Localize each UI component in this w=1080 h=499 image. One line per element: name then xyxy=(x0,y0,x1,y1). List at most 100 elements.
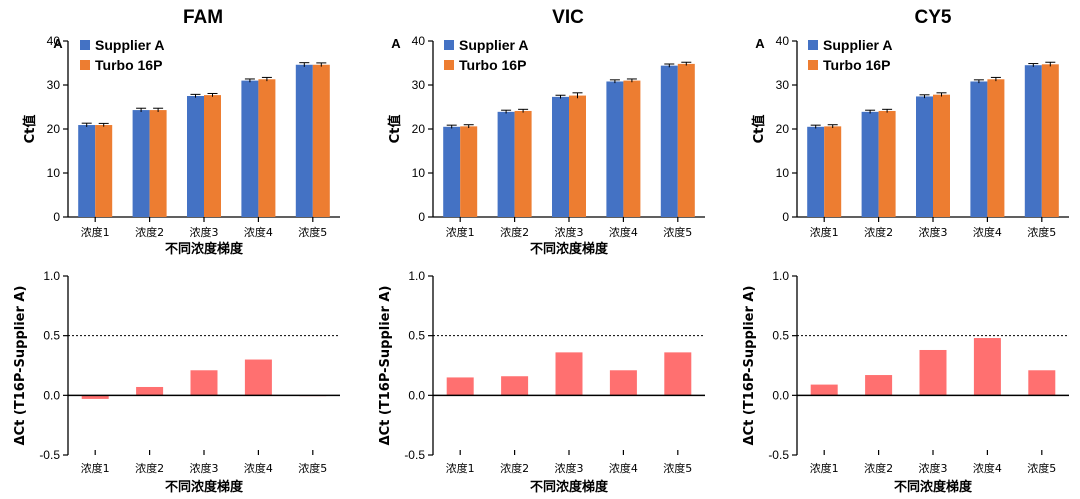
y-tick-label: 20 xyxy=(47,122,61,136)
panel-letter: A xyxy=(53,36,63,51)
legend-label: Turbo 16P xyxy=(823,57,890,73)
bar-turbo-16p xyxy=(677,63,695,217)
delta-bar xyxy=(244,359,272,396)
y-tick-label: 40 xyxy=(776,34,790,48)
y-axis-label: Ct值 xyxy=(22,115,38,144)
chart-title: VIC xyxy=(552,7,584,28)
bar-supplier-a xyxy=(660,65,678,217)
legend-swatch xyxy=(808,40,818,50)
bar-supplier-a xyxy=(187,96,204,217)
x-tick-label: 浓度1 xyxy=(446,225,475,239)
bar-turbo-16p xyxy=(95,125,113,217)
bar-turbo-16p xyxy=(933,94,950,217)
y-tick-label: 40 xyxy=(412,34,426,48)
y-tick-label: 0.5 xyxy=(43,329,60,343)
bar-supplier-a xyxy=(497,111,515,217)
y-tick-label: 0.0 xyxy=(408,388,425,402)
bar-supplier-a xyxy=(78,125,96,217)
y-tick-label: 20 xyxy=(412,122,426,136)
panel-letter: A xyxy=(755,36,765,51)
delta-bar xyxy=(555,352,583,396)
x-tick-label: 浓度5 xyxy=(1027,461,1056,475)
legend-label: Turbo 16P xyxy=(95,57,162,73)
chart-0: FAM A 0 10 20 30 40 浓度1 浓度2 浓度3 浓度4 浓度5 不同浓度梯度 Ct值 Sup… xyxy=(22,7,340,257)
x-axis-label: 不同浓度梯度 xyxy=(165,241,244,257)
delta-bar xyxy=(810,384,838,396)
y-tick-label: 0.0 xyxy=(43,388,60,402)
bar-turbo-16p xyxy=(878,110,896,217)
y-tick-label: 1.0 xyxy=(43,269,60,283)
delta-bar xyxy=(81,395,109,399)
delta-bar xyxy=(919,349,947,396)
bar-supplier-a xyxy=(861,111,879,217)
x-tick-label: 浓度4 xyxy=(244,225,273,239)
delta-bar xyxy=(865,375,893,396)
delta-bar xyxy=(190,370,218,396)
x-tick-label: 浓度3 xyxy=(555,225,584,239)
bar-turbo-16p xyxy=(987,79,1005,217)
legend-swatch xyxy=(80,60,90,70)
x-axis-label: 不同浓度梯度 xyxy=(530,241,609,257)
bar-supplier-a xyxy=(132,110,150,217)
y-tick-label: 20 xyxy=(776,122,790,136)
y-tick-label: 1.0 xyxy=(772,269,789,283)
y-tick-label: 0.5 xyxy=(408,329,425,343)
x-tick-label: 浓度4 xyxy=(609,225,638,239)
y-axis-label: Ct值 xyxy=(387,115,403,144)
y-tick-label: 1.0 xyxy=(408,269,425,283)
y-tick-label: 0.0 xyxy=(772,388,789,402)
delta-bar xyxy=(664,352,692,396)
y-tick-label: 30 xyxy=(776,78,790,92)
x-tick-label: 浓度2 xyxy=(864,225,893,239)
legend-label: Supplier A xyxy=(459,37,529,53)
chart-3: -0.5 0.0 0.5 1.0 浓度1 浓度2 浓度3 浓度4 浓度5 不同浓度梯度 ΔCt (T… xyxy=(13,269,340,495)
bar-supplier-a xyxy=(807,126,825,217)
y-axis-label: Ct值 xyxy=(751,115,767,144)
bar-supplier-a xyxy=(295,64,313,217)
x-tick-label: 浓度2 xyxy=(500,461,529,475)
y-tick-label: -0.5 xyxy=(39,448,60,462)
chart-2: CY5 A 0 10 20 30 40 浓度1 浓度2 浓度3 浓度4 浓度5 Ct值 Supplier … xyxy=(751,7,1069,239)
bar-turbo-16p xyxy=(149,110,167,217)
delta-bar xyxy=(1028,370,1056,396)
legend-label: Supplier A xyxy=(823,37,893,53)
x-tick-label: 浓度4 xyxy=(609,461,638,475)
y-tick-label: -0.5 xyxy=(768,448,789,462)
y-tick-label: 30 xyxy=(47,78,61,92)
x-tick-label: 浓度3 xyxy=(919,225,948,239)
bar-supplier-a xyxy=(916,96,933,217)
chart-title: FAM xyxy=(183,7,223,28)
x-axis-label: 不同浓度梯度 xyxy=(165,479,244,495)
bar-turbo-16p xyxy=(514,110,532,217)
delta-bar xyxy=(973,338,1001,396)
bar-turbo-16p xyxy=(312,64,330,217)
chart-title: CY5 xyxy=(915,7,952,28)
y-tick-label: 40 xyxy=(47,34,61,48)
y-tick-label: 0.5 xyxy=(772,329,789,343)
bar-turbo-16p xyxy=(569,95,586,217)
x-tick-label: 浓度1 xyxy=(810,461,839,475)
y-tick-label: 10 xyxy=(776,166,790,180)
y-tick-label: 0 xyxy=(53,210,60,224)
chart-5: -0.5 0.0 0.5 1.0 浓度1 浓度2 浓度3 浓度4 浓度5 不同浓度梯度 ΔCt (T… xyxy=(742,269,1069,495)
chart-4: -0.5 0.0 0.5 1.0 浓度1 浓度2 浓度3 浓度4 浓度5 不同浓度梯度 ΔCt (T… xyxy=(378,269,705,495)
x-tick-label: 浓度2 xyxy=(864,461,893,475)
y-axis-label: ΔCt (T16P-Supplier A) xyxy=(742,286,757,446)
legend-swatch xyxy=(444,60,454,70)
x-tick-label: 浓度5 xyxy=(663,461,692,475)
bar-turbo-16p xyxy=(1041,64,1059,217)
bar-supplier-a xyxy=(443,126,461,217)
bar-supplier-a xyxy=(970,81,988,217)
bar-turbo-16p xyxy=(460,126,478,217)
delta-bar xyxy=(609,370,637,396)
chart-1: VIC A 0 10 20 30 40 浓度1 浓度2 浓度3 浓度4 浓度5 不同浓度梯度 Ct值 Sup… xyxy=(387,7,705,257)
y-axis-label: ΔCt (T16P-Supplier A) xyxy=(378,286,393,446)
legend-label: Supplier A xyxy=(95,37,165,53)
y-tick-label: -0.5 xyxy=(404,448,425,462)
bar-turbo-16p xyxy=(204,95,221,217)
x-tick-label: 浓度1 xyxy=(446,461,475,475)
delta-bar xyxy=(136,386,164,396)
x-axis-label: 不同浓度梯度 xyxy=(530,479,609,495)
bar-supplier-a xyxy=(552,96,569,217)
